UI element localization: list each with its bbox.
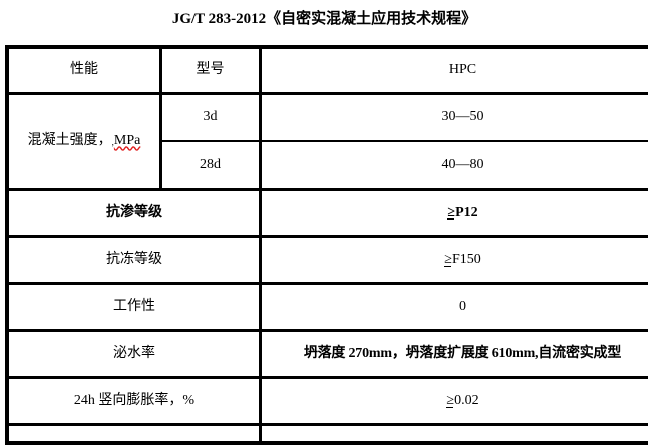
cell-property-frost-resistance-grade: 抗冻等级 <box>8 236 261 283</box>
header-cell-model: 型号 <box>161 48 261 93</box>
table-row: 混凝土强度，,MPa 3d 30—50 <box>8 93 648 189</box>
cell-value-impermeability-grade: ≥P12 <box>261 189 648 236</box>
table-row-partial <box>8 424 648 442</box>
strength-label-text: 混凝土强度， <box>27 133 112 149</box>
table-row: 28d 40—80 <box>8 141 648 189</box>
header-cell-value: HPC <box>261 48 648 93</box>
impermeability-value-text: P12 <box>455 204 478 220</box>
greater-equal-icon: ≥ <box>446 392 455 409</box>
greater-equal-icon: ≥ <box>444 251 452 268</box>
cell-value-strength-3d: 30—50 <box>261 93 648 141</box>
cell-property-concrete-strength: 混凝土强度，,MPa <box>8 93 161 189</box>
greater-equal-icon: ≥ <box>447 204 456 221</box>
cell-model-28d: 28d <box>161 141 261 189</box>
cell-property-workability: 工作性 <box>8 283 261 330</box>
cell-value-bleeding-rate: 坍落度 270mm，坍落度扩展度 610mm,自流密实成型 <box>261 330 648 377</box>
cell-model-3d: 3d <box>161 93 261 141</box>
table-row: 泌水率 坍落度 270mm，坍落度扩展度 610mm,自流密实成型 <box>8 330 648 377</box>
cell-value-partial <box>261 424 648 442</box>
cell-property-bleeding-rate: 泌水率 <box>8 330 261 377</box>
cell-property-impermeability-grade: 抗渗等级 <box>8 189 261 236</box>
table-row: 工作性 0 <box>8 283 648 330</box>
strength-unit-mpa: MPa <box>113 133 141 149</box>
cell-value-workability: 0 <box>261 283 648 330</box>
cell-property-vertical-expansion-24h: 24h 竖向膨胀率，% <box>8 377 261 424</box>
cell-property-partial <box>8 424 261 442</box>
table-row: 抗渗等级 ≥P12 <box>8 189 648 236</box>
cell-value-frost-resistance-grade: ≥F150 <box>261 236 648 283</box>
cell-value-vertical-expansion-24h: ≥0.02 <box>261 377 648 424</box>
frost-resistance-value-text: F150 <box>451 251 481 267</box>
specification-table: 性能 型号 HPC 混凝土强度，,MPa 3d 30—50 28d 40—80 … <box>5 45 648 445</box>
table-row: 抗冻等级 ≥F150 <box>8 236 648 283</box>
table-row: 24h 竖向膨胀率，% ≥0.02 <box>8 377 648 424</box>
header-cell-property: 性能 <box>8 48 161 93</box>
cell-value-strength-28d: 40—80 <box>261 141 648 189</box>
table-header-row: 性能 型号 HPC <box>8 48 648 93</box>
page-title: JG/T 283-2012《自密实混凝土应用技术规程》 <box>171 11 477 27</box>
vertical-expansion-value-text: 0.02 <box>454 392 479 408</box>
strength-label-comma: , <box>111 137 114 148</box>
